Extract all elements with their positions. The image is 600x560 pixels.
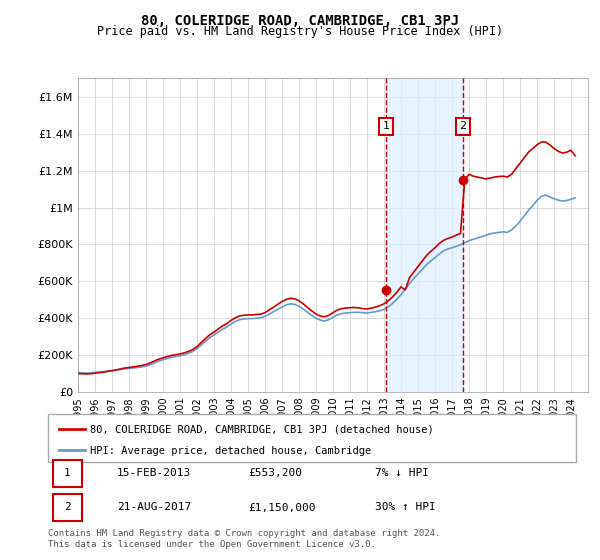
Text: 7% ↓ HPI: 7% ↓ HPI	[376, 468, 430, 478]
Text: 2: 2	[460, 122, 466, 132]
FancyBboxPatch shape	[53, 460, 82, 487]
Text: 80, COLERIDGE ROAD, CAMBRIDGE, CB1 3PJ (detached house): 80, COLERIDGE ROAD, CAMBRIDGE, CB1 3PJ (…	[90, 424, 434, 435]
Text: 30% ↑ HPI: 30% ↑ HPI	[376, 502, 436, 512]
Bar	[386, 78, 463, 392]
Text: 80, COLERIDGE ROAD, CAMBRIDGE, CB1 3PJ: 80, COLERIDGE ROAD, CAMBRIDGE, CB1 3PJ	[141, 14, 459, 28]
Text: £553,200: £553,200	[248, 468, 302, 478]
Text: 21-AUG-2017: 21-AUG-2017	[116, 502, 191, 512]
Text: 15-FEB-2013: 15-FEB-2013	[116, 468, 191, 478]
Text: Contains HM Land Registry data © Crown copyright and database right 2024.
This d: Contains HM Land Registry data © Crown c…	[48, 529, 440, 549]
Text: 1: 1	[383, 122, 389, 132]
FancyBboxPatch shape	[53, 494, 82, 521]
Text: £1,150,000: £1,150,000	[248, 502, 316, 512]
Text: 1: 1	[64, 468, 71, 478]
FancyBboxPatch shape	[48, 414, 576, 462]
Text: 2: 2	[64, 502, 71, 512]
Text: HPI: Average price, detached house, Cambridge: HPI: Average price, detached house, Camb…	[90, 446, 371, 456]
Text: Price paid vs. HM Land Registry's House Price Index (HPI): Price paid vs. HM Land Registry's House …	[97, 25, 503, 38]
